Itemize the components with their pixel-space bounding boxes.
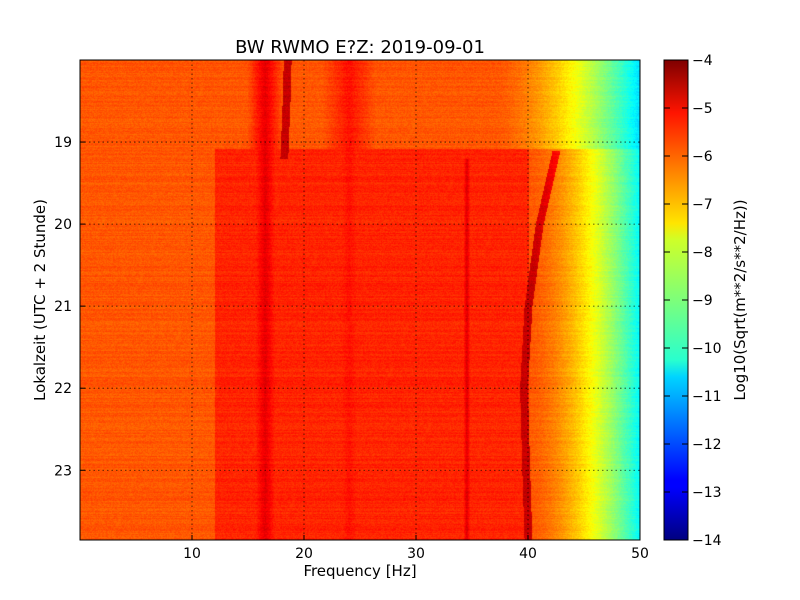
x-tick-label: 50 [631, 546, 649, 562]
colorbar-tick-label: −9 [692, 293, 713, 309]
colorbar-tick-label: −5 [692, 101, 713, 117]
y-axis-label: Lokalzeit (UTC + 2 Stunde) [31, 199, 49, 401]
colorbar-tick-label: −12 [692, 437, 722, 453]
x-axis-label: Frequency [Hz] [303, 562, 416, 580]
colorbar-label: Log10(Sqrt(m**2/s**2/Hz)) [731, 199, 749, 400]
colorbar-tick-label: −11 [692, 389, 722, 405]
y-tick-label: 20 [54, 217, 72, 233]
chart-title: BW RWMO E?Z: 2019-09-01 [235, 37, 485, 58]
plot-frame [79, 59, 641, 541]
x-tick-label: 30 [407, 546, 425, 562]
x-tick-label: 40 [519, 546, 537, 562]
spectrogram-heatmap [80, 60, 640, 540]
x-axis: 10 20 30 40 50 [183, 535, 649, 562]
colorbar-tick-label: −10 [692, 341, 722, 357]
x-tick-label: 20 [295, 546, 313, 562]
y-axis: 19 20 21 22 23 [54, 135, 85, 479]
colorbar-tick-label: −8 [692, 245, 713, 261]
colorbar-tick-label: −4 [692, 53, 713, 69]
colorbar-tick-label: −6 [692, 149, 713, 165]
y-tick-label: 19 [54, 135, 72, 151]
y-tick-label: 22 [54, 381, 72, 397]
grid-lines [80, 60, 640, 540]
y-tick-label: 21 [54, 299, 72, 315]
y-tick-label: 23 [54, 463, 72, 479]
colorbar-ticks: −4 −5 −6 −7 −8 −9 −10 −11 −12 −13 −14 [664, 53, 722, 549]
heatmap-container [80, 60, 640, 540]
colorbar-tick-label: −7 [692, 197, 713, 213]
colorbar-tick-label: −13 [692, 485, 722, 501]
x-tick-label: 10 [183, 546, 201, 562]
colorbar-tick-label: −14 [692, 533, 722, 549]
